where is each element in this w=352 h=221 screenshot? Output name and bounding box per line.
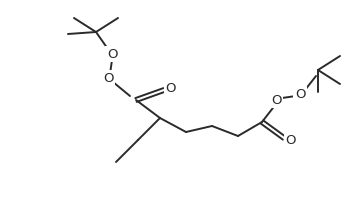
Text: O: O bbox=[271, 93, 281, 107]
Text: O: O bbox=[295, 88, 305, 101]
Text: O: O bbox=[107, 48, 117, 61]
Text: O: O bbox=[166, 82, 176, 95]
Text: O: O bbox=[286, 133, 296, 147]
Text: O: O bbox=[103, 72, 113, 84]
